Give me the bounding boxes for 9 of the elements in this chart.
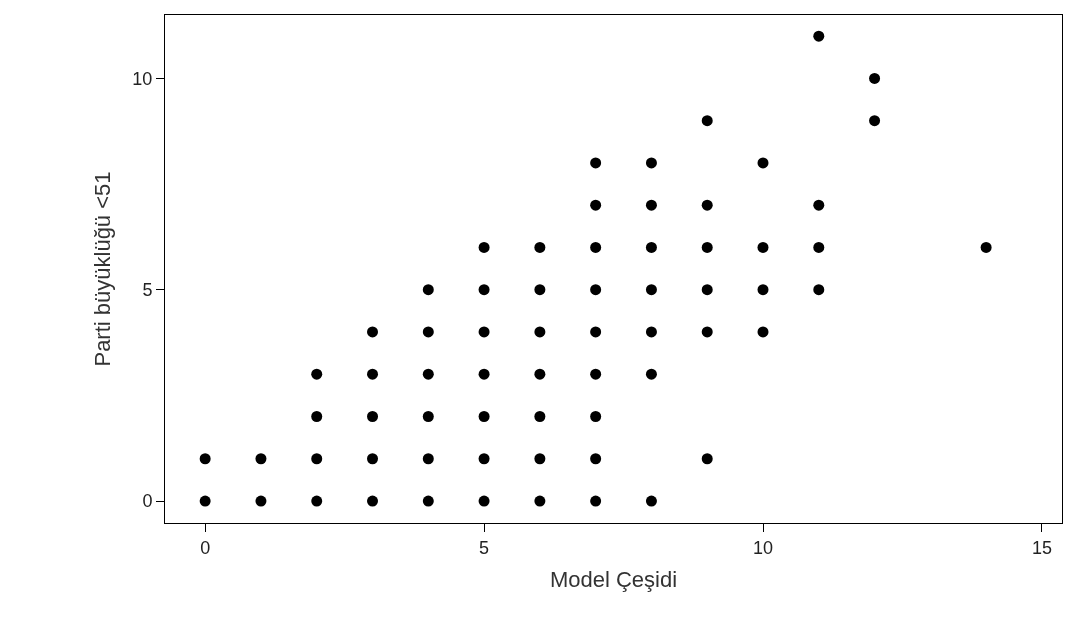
x-tick-label: 10 bbox=[752, 537, 774, 558]
x-tick-label: 5 bbox=[479, 537, 490, 558]
y-tick-label: 5 bbox=[142, 280, 153, 301]
x-axis-title: Model Çeşidi bbox=[549, 567, 678, 593]
y-axis-title: Parti büyüklüğü <51 bbox=[90, 171, 116, 367]
y-tick-label: 0 bbox=[142, 491, 153, 512]
y-tick-label: 10 bbox=[132, 68, 153, 89]
x-tick-label: 0 bbox=[200, 537, 211, 558]
x-tick-label: 15 bbox=[1031, 537, 1052, 558]
